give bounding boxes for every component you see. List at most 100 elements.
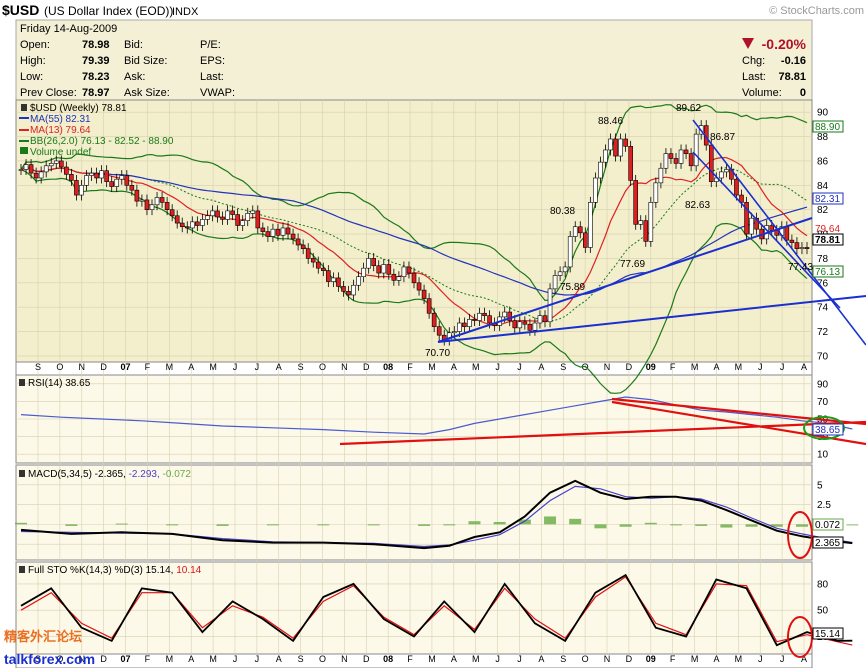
candle-body — [452, 331, 457, 334]
x-tick-label: J — [758, 362, 763, 372]
x-tick-label-bottom: F — [145, 654, 151, 664]
candle-body — [421, 289, 427, 299]
price-label-8962: 89.62 — [676, 103, 701, 114]
volume-label: Volume: — [742, 87, 782, 99]
volume-value: 0 — [800, 87, 806, 99]
x-tick-label: N — [341, 362, 348, 372]
candle-body — [552, 275, 558, 290]
price-label-7070: 70.70 — [425, 348, 450, 359]
candle-body — [638, 220, 644, 225]
price-label-8687: 86.87 — [710, 132, 735, 143]
price-label-8263: 82.63 — [685, 200, 710, 211]
tag-8231-text: 82.31 — [815, 194, 840, 205]
x-tick-label-bottom: M — [472, 654, 480, 664]
tag-rsi — [812, 423, 844, 436]
macd-histogram-bar — [468, 521, 481, 525]
candle-body — [436, 326, 442, 336]
price-axis-tick: 70 — [817, 351, 829, 362]
bid-label: Bid: — [124, 39, 143, 51]
candle-body — [693, 133, 699, 167]
candle-body — [688, 153, 694, 167]
price-trendlines — [437, 119, 866, 346]
legend-sto-icon — [19, 566, 25, 573]
macd-histogram-bar — [770, 524, 783, 527]
legend-macd-signal: -2.293, — [126, 469, 160, 480]
macd-histogram-bar — [695, 524, 708, 526]
tag-sto — [812, 627, 844, 640]
axis-strip-price — [15, 361, 813, 376]
macd-histogram-bar — [795, 524, 808, 527]
tag-7964-text: 79.64 — [815, 224, 840, 235]
x-tick-label: M — [691, 362, 699, 372]
candle-body — [230, 210, 235, 215]
candle-body — [487, 315, 492, 324]
pe-label: P/E: — [200, 39, 221, 51]
candle-body — [43, 165, 49, 173]
candle-body — [285, 227, 291, 235]
tag-7881 — [812, 233, 844, 246]
price-axis-tick: 74 — [817, 303, 829, 314]
macd-histogram-bar — [15, 522, 27, 525]
candle-body — [663, 153, 669, 169]
legend-macd: MACD(5,34,5) -2.365, -2.293, -0.072 — [28, 469, 191, 480]
candle-body — [673, 158, 679, 164]
candle-body — [406, 266, 412, 274]
candle-body — [114, 178, 120, 187]
sto-axis-tick: 80 — [817, 579, 829, 590]
price-axis-tick: 84 — [817, 181, 829, 192]
candle-body — [84, 175, 89, 186]
macd-histogram-bar — [745, 524, 758, 527]
axis-strip-bottom — [15, 653, 813, 668]
macd-histogram-bar — [493, 522, 506, 525]
candle-body — [588, 202, 593, 248]
candle-body — [678, 149, 684, 164]
candle-body — [331, 277, 336, 282]
tag-8231 — [812, 192, 844, 205]
price-axis-tick: 90 — [817, 108, 829, 119]
x-tick-label-bottom: M — [166, 654, 174, 664]
x-tick-label-bottom: 08 — [383, 654, 393, 664]
candle-body — [502, 311, 507, 318]
x-tick-label-bottom: M — [209, 654, 217, 664]
watermark-cn: 精客外汇论坛 — [4, 629, 82, 645]
x-tick-label: F — [407, 362, 413, 372]
candle-body — [18, 169, 24, 171]
legend-ma55: MA(55) 82.31 — [30, 114, 91, 125]
macd-series — [15, 479, 859, 550]
candle-body — [205, 215, 210, 220]
candle-body — [200, 219, 205, 226]
candle-body — [195, 221, 200, 226]
rsi-axis-tick: 90 — [817, 379, 829, 390]
x-tick-label-bottom: J — [780, 654, 785, 664]
legend-volume-icon — [20, 147, 28, 154]
x-tick-label: F — [145, 362, 151, 372]
tag-8890-text: 88.90 — [815, 122, 840, 133]
candle-body — [376, 265, 382, 274]
sto-panel — [15, 561, 813, 655]
candle-body — [104, 170, 109, 182]
rsi-series — [20, 396, 853, 435]
candle-body — [139, 199, 145, 202]
candle-body — [109, 181, 114, 187]
last-label: Last: — [200, 71, 224, 83]
x-tick-label-bottom: M — [735, 654, 743, 664]
candle-body — [683, 149, 689, 154]
price-axis-tick: 78 — [817, 254, 829, 265]
tag-7613-text: 76.13 — [815, 267, 840, 278]
x-tick-label-bottom: D — [100, 654, 107, 664]
candle-body — [749, 217, 754, 235]
candle-body — [129, 185, 135, 191]
price-label-8038: 80.38 — [550, 206, 575, 217]
low-label: Low: — [20, 71, 43, 83]
x-tick-label: M — [428, 362, 436, 372]
x-tick-label-bottom: M — [428, 654, 436, 664]
trendline-support-lower — [437, 295, 866, 343]
x-tick-label-bottom: A — [538, 654, 544, 664]
price-series — [18, 104, 810, 394]
x-tick-label-bottom: M — [691, 654, 699, 664]
legend-sto-d: 10.14 — [173, 565, 201, 576]
price-label-7769: 77.69 — [620, 259, 645, 270]
candle-body — [426, 298, 432, 314]
candle-body — [250, 210, 256, 214]
candle-body — [53, 160, 59, 164]
